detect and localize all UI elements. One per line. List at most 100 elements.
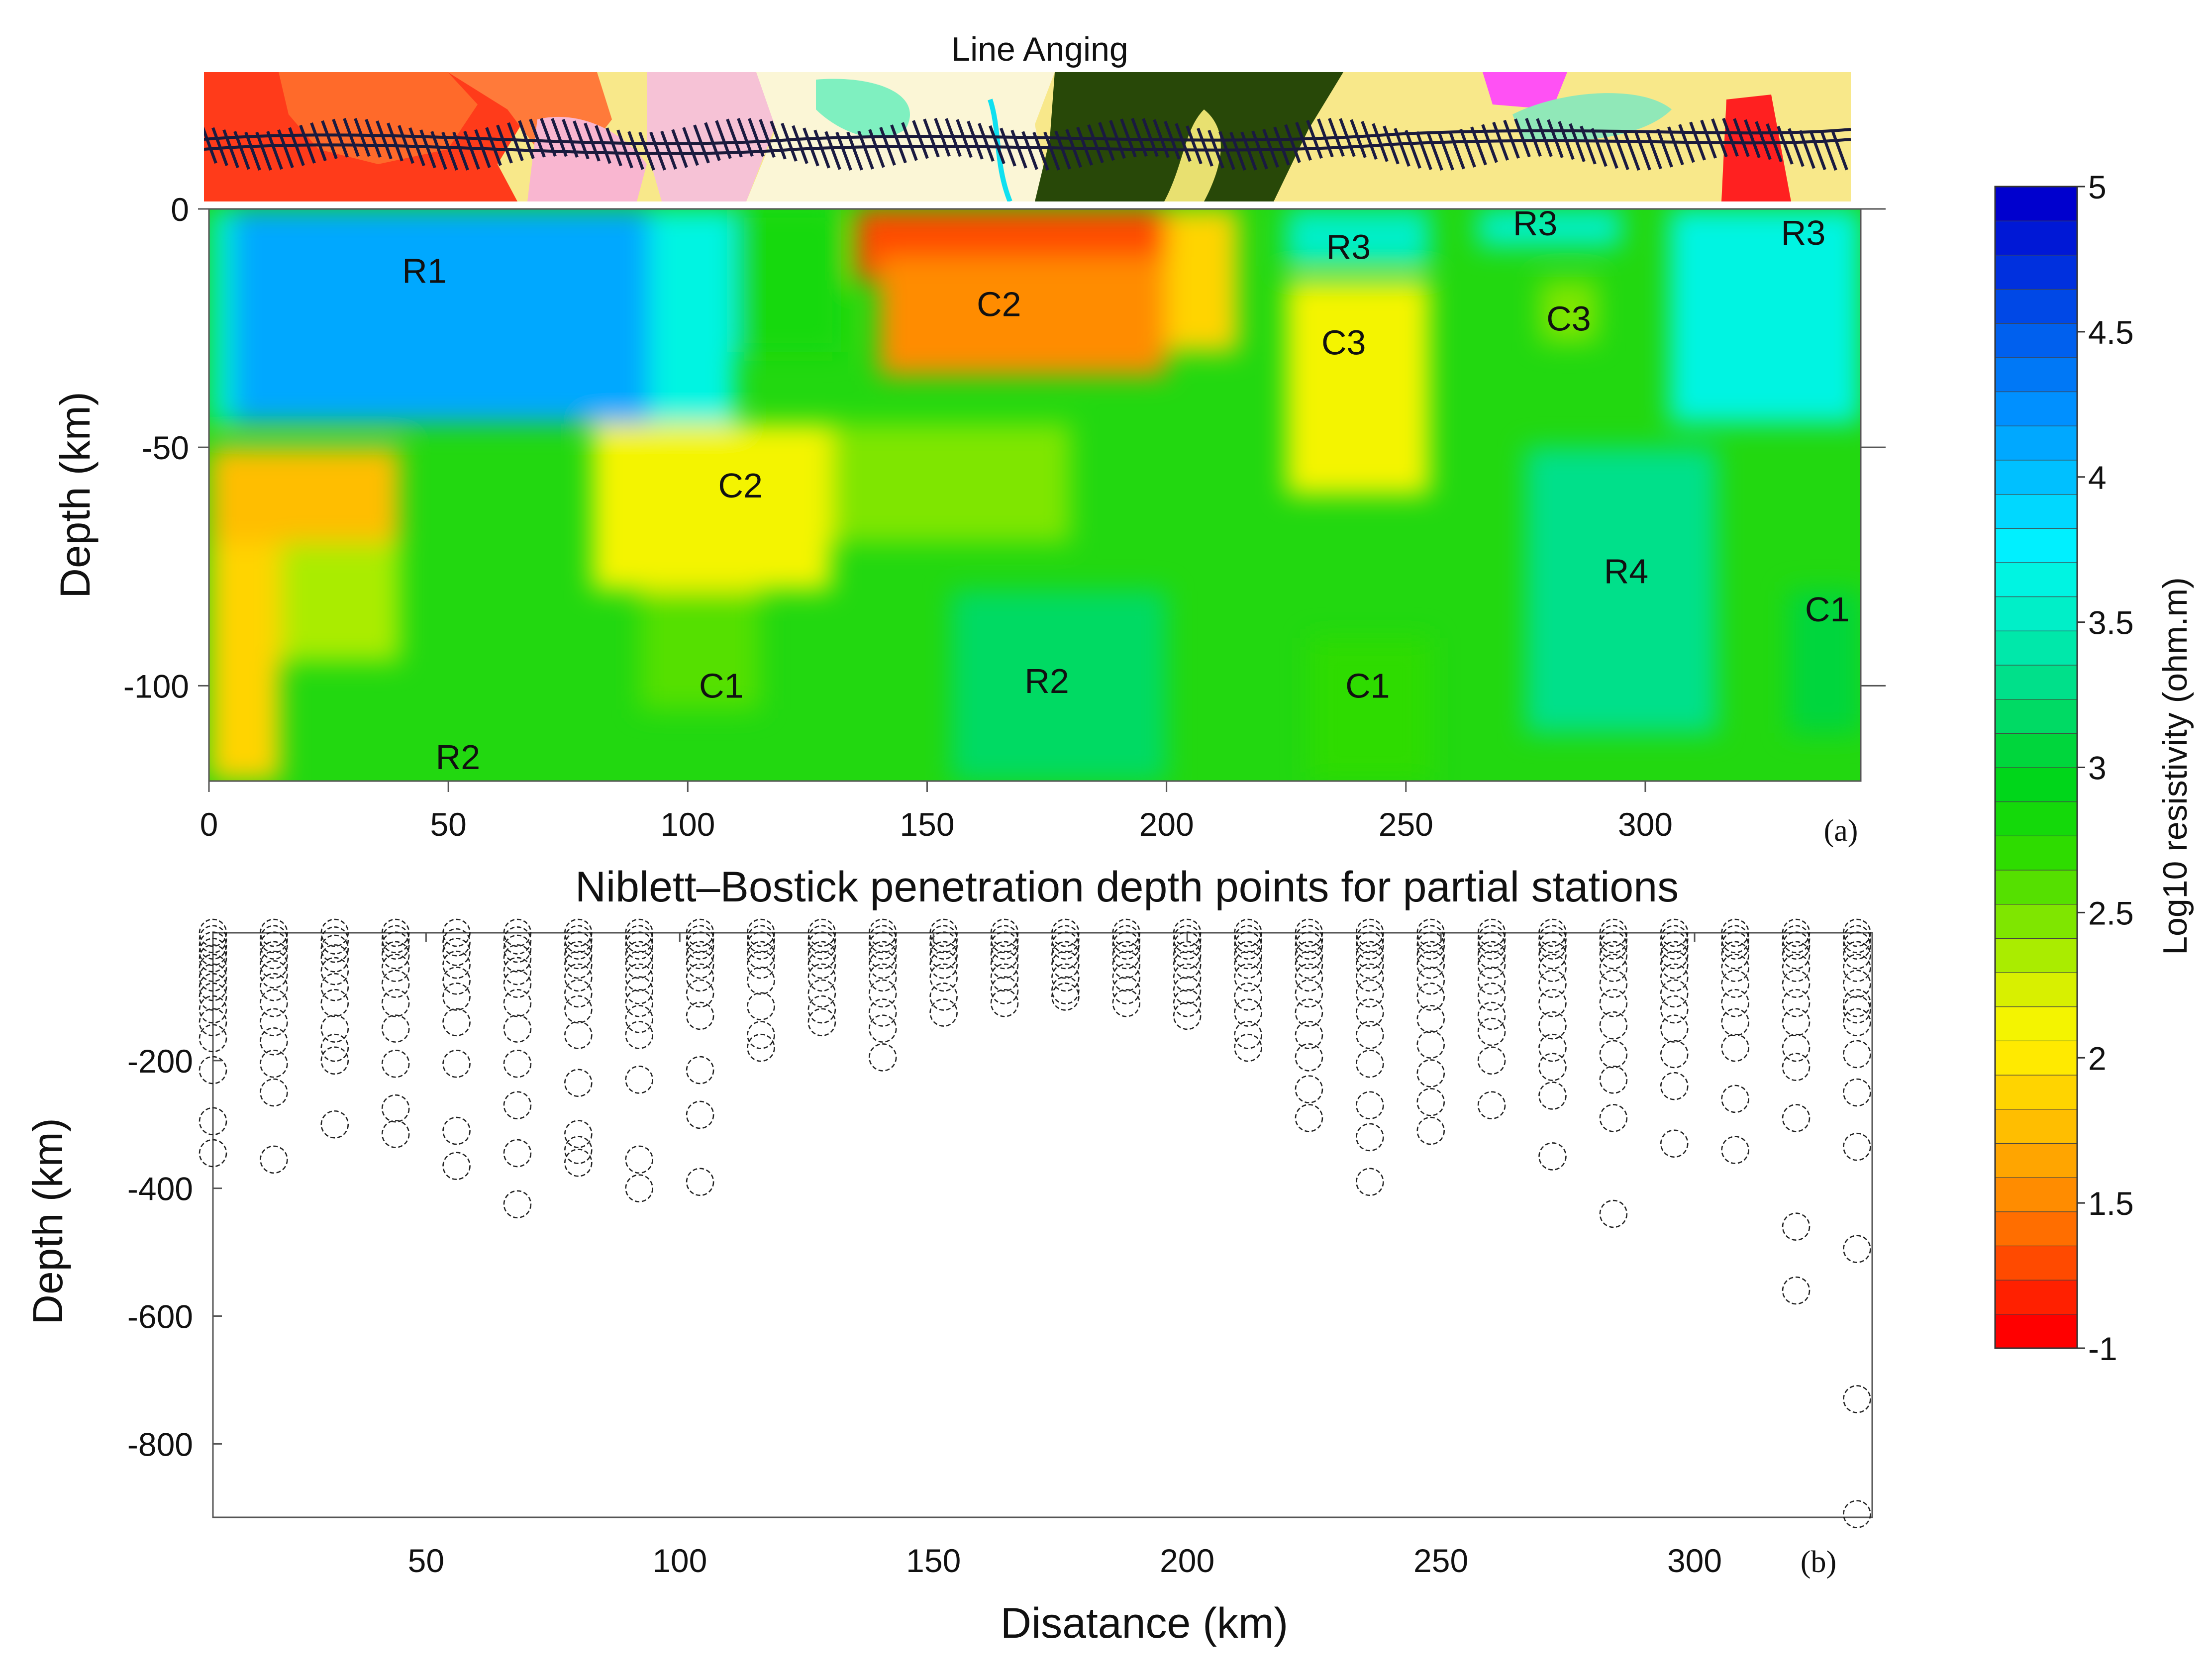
zone-label: R3 <box>1326 228 1371 267</box>
x-tick-label: 150 <box>900 806 954 843</box>
penetration-point <box>381 1094 410 1123</box>
penetration-point <box>1356 950 1384 979</box>
penetration-point <box>929 925 958 954</box>
penetration-point <box>381 918 410 947</box>
penetration-point <box>1538 1033 1567 1062</box>
heatmap-cell <box>1525 447 1717 734</box>
x-tick-label: 250 <box>1379 806 1433 843</box>
penetration-point <box>1112 941 1141 970</box>
x-tick-label: 100 <box>652 1542 707 1579</box>
penetration-point <box>260 1078 288 1107</box>
zone-label: R1 <box>402 252 446 291</box>
colorbar-block <box>1995 1108 2078 1144</box>
penetration-point <box>1295 1043 1323 1072</box>
penetration-point <box>868 1043 897 1072</box>
penetration-point <box>1234 1033 1262 1062</box>
penetration-point <box>747 931 775 960</box>
penetration-point <box>199 1107 227 1136</box>
heatmap-cell <box>281 542 401 662</box>
penetration-point <box>1843 1385 1871 1413</box>
penetration-point <box>1051 983 1080 1011</box>
penetration-point <box>1173 931 1202 960</box>
penetration-point <box>807 979 836 1008</box>
penetration-point <box>1416 983 1445 1011</box>
penetration-point <box>199 1139 227 1168</box>
colorbar-block <box>1995 528 2078 563</box>
penetration-point <box>1416 918 1445 947</box>
penetration-point <box>442 967 471 995</box>
penetration-point <box>564 995 593 1024</box>
penetration-point <box>442 1049 471 1078</box>
colorbar-block <box>1995 1245 2078 1281</box>
penetration-point <box>625 1174 653 1202</box>
penetration-point <box>1782 1212 1810 1241</box>
penetration-point <box>1538 970 1567 998</box>
penetration-point <box>260 931 288 960</box>
penetration-point <box>442 950 471 979</box>
penetration-point <box>1295 1075 1323 1103</box>
penetration-point <box>320 957 349 986</box>
penetration-point <box>199 963 227 992</box>
colorbar-block <box>1995 733 2078 768</box>
penetration-point <box>990 988 1019 1017</box>
penetration-point <box>1538 954 1567 982</box>
colorbar-tick-label: 4 <box>2088 459 2107 496</box>
penetration-point <box>625 988 653 1017</box>
penetration-point <box>564 963 593 992</box>
penetration-point <box>320 1014 349 1043</box>
zone-label: C2 <box>718 466 762 505</box>
resistivity-section: R1 C2 R3 R3 R3 C3 C3 C2 R4 C1 R2 C1 C1 R2 0 50 100 150 20… <box>52 191 1886 848</box>
penetration-point <box>747 992 775 1020</box>
penetration-point <box>1721 1085 1749 1113</box>
heatmap-cell <box>1166 209 1238 352</box>
penetration-point <box>807 995 836 1024</box>
penetration-point <box>503 957 532 986</box>
colorbar-block <box>1995 186 2078 221</box>
penetration-point <box>1051 941 1080 970</box>
zone-label: C3 <box>1546 299 1591 338</box>
penetration-point <box>990 950 1019 979</box>
penetration-point <box>747 967 775 995</box>
penetration-point <box>1782 1033 1810 1062</box>
penetration-point <box>260 960 288 988</box>
penetration-point <box>1234 1021 1262 1049</box>
penetration-point <box>1782 1104 1810 1132</box>
heatmap-cell <box>951 590 1167 781</box>
penetration-point <box>320 988 349 1017</box>
y-tick-label: -400 <box>127 1171 193 1207</box>
colorbar-block <box>1995 1177 2078 1212</box>
penetration-point <box>442 1008 471 1037</box>
penetration-point <box>1416 1030 1445 1059</box>
penetration-point <box>1843 1132 1871 1161</box>
colorbar-block <box>1995 1313 2078 1349</box>
colorbar-block <box>1995 562 2078 597</box>
penetration-point <box>686 963 714 992</box>
penetration-point <box>381 954 410 982</box>
penetration-point <box>442 1152 471 1181</box>
penetration-point <box>1660 1072 1689 1100</box>
penetration-point <box>1173 925 1202 954</box>
penetration-point <box>1599 925 1628 954</box>
penetration-point <box>503 918 532 947</box>
panel-b-title: Niblett–Bostick penetration depth points… <box>575 863 1679 911</box>
penetration-point <box>1782 1053 1810 1081</box>
penetration-point <box>1112 925 1141 954</box>
penetration-point <box>320 973 349 1001</box>
panel-b-xlabel: Disatance (km) <box>1001 1599 1288 1647</box>
penetration-point <box>1112 963 1141 992</box>
penetration-point <box>1477 967 1506 995</box>
penetration-point <box>686 1056 714 1085</box>
penetration-point <box>1477 941 1506 970</box>
penetration-point <box>1782 925 1810 954</box>
colorbar-block <box>1995 254 2078 290</box>
heatmap-cell <box>1310 638 1430 781</box>
x-tick-label: 200 <box>1160 1542 1214 1579</box>
penetration-point <box>320 934 349 963</box>
penetration-point <box>1599 954 1628 982</box>
penetration-point <box>1051 976 1080 1004</box>
geological-map-strip <box>204 72 1851 201</box>
penetration-point <box>564 925 593 954</box>
penetration-point <box>1051 918 1080 947</box>
penetration-point <box>929 983 958 1011</box>
heatmap-cell <box>649 209 736 424</box>
